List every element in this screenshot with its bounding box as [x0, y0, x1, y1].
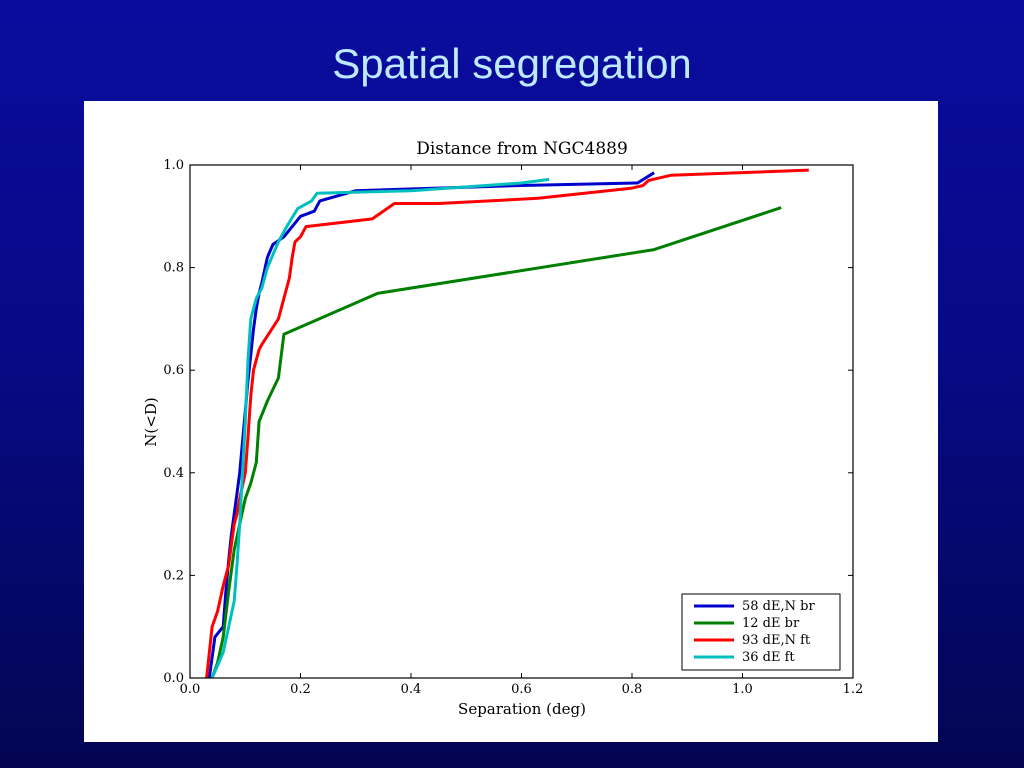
y-tick-label: 0.8	[163, 261, 184, 276]
y-tick-label: 0.2	[163, 568, 184, 583]
legend: 58 dE,N br 12 dE br 93 dE,N ft 36 dE ft	[681, 593, 841, 671]
y-tick-label: 0.6	[163, 363, 184, 378]
chart: Distance from NGC4889 Separation (deg) N…	[142, 139, 863, 718]
legend-label: 93 dE,N ft	[742, 633, 811, 648]
legend-label: 12 dE br	[742, 616, 800, 631]
y-tick-label: 1.0	[163, 158, 184, 173]
plot-frame	[189, 164, 854, 679]
y-tick-label: 0.0	[163, 671, 184, 686]
series-line	[210, 206, 782, 679]
x-axis-label: Separation (deg)	[458, 700, 586, 718]
legend-label: 58 dE,N br	[742, 599, 815, 614]
x-tick-label: 0.4	[401, 682, 422, 697]
x-tick-label: 1.2	[843, 682, 864, 697]
series-line	[210, 177, 550, 679]
x-tick-label: 1.0	[732, 682, 753, 697]
slide-title: Spatial segregation	[332, 40, 692, 87]
x-tick-label: 0.6	[511, 682, 532, 697]
x-tick-label: 0.8	[622, 682, 643, 697]
series-line	[205, 168, 809, 679]
legend-label: 36 dE ft	[742, 650, 795, 665]
lines-layer	[205, 168, 809, 679]
y-tick-label: 0.4	[163, 466, 184, 481]
figure-panel: Distance from NGC4889 Separation (deg) N…	[84, 101, 938, 742]
chart-title: Distance from NGC4889	[416, 139, 628, 159]
ticks-layer: 0.0 0.2 0.4 0.6 0.8 1.0 1.2 0.0 0.2 0.4 0.6 0.8 1.0	[163, 158, 863, 697]
x-tick-label: 0.0	[180, 682, 201, 697]
y-axis-label: N(<D)	[142, 397, 160, 446]
x-tick-label: 0.2	[290, 682, 311, 697]
